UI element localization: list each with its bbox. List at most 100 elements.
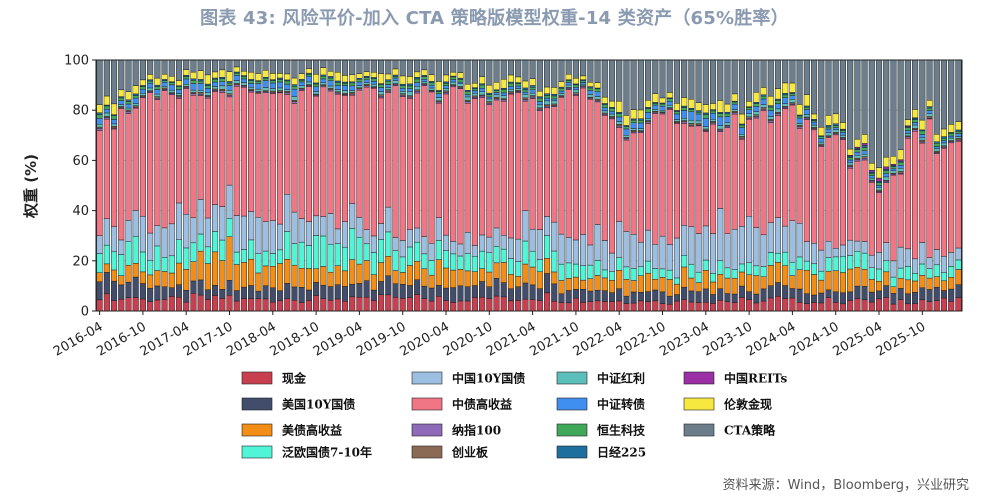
bar-segment	[435, 97, 442, 102]
bar-segment	[890, 286, 897, 294]
bar-segment	[96, 112, 103, 115]
bar-segment	[399, 75, 406, 85]
bar-segment	[154, 299, 161, 312]
bar-segment	[774, 108, 782, 113]
bar-segment	[724, 233, 731, 269]
bar-segment	[276, 92, 284, 225]
bar-segment	[608, 271, 616, 281]
bar-segment	[212, 81, 219, 87]
bar-segment	[435, 296, 442, 312]
bar-segment	[226, 85, 233, 91]
bar-stack	[262, 59, 269, 312]
bar-segment	[226, 218, 233, 237]
bar-segment	[926, 301, 933, 312]
bar-segment	[233, 66, 240, 73]
bar-segment	[940, 147, 947, 257]
bar-segment	[175, 98, 183, 204]
bar-segment	[695, 120, 702, 124]
bar-segment	[147, 74, 154, 80]
bar-segment	[847, 164, 854, 167]
bar-segment	[103, 59, 110, 97]
bar-segment	[291, 77, 298, 85]
bar-segment	[320, 59, 327, 69]
bar-segment	[782, 225, 789, 253]
bar-segment	[796, 115, 803, 119]
bar-segment	[507, 85, 514, 90]
bar-segment	[580, 265, 587, 281]
bar-segment	[378, 84, 385, 88]
bar-stack	[240, 59, 247, 312]
bar-segment	[522, 87, 529, 91]
bar-segment	[464, 103, 471, 233]
bar-segment	[334, 228, 341, 244]
bar-segment	[298, 85, 305, 89]
bar-segment	[428, 243, 435, 261]
bar-stack	[313, 59, 320, 312]
bar-stack	[320, 59, 327, 312]
bar-segment	[515, 88, 522, 91]
bar-segment	[847, 167, 854, 241]
bar-segment	[305, 86, 312, 222]
bar-segment	[861, 153, 868, 157]
bar-segment	[616, 124, 623, 127]
bar-segment	[183, 69, 190, 76]
bar-segment	[637, 119, 644, 124]
bar-segment	[385, 275, 392, 296]
bar-segment	[349, 284, 356, 298]
bar-segment	[147, 87, 154, 91]
bar-segment	[226, 82, 233, 86]
bar-segment	[681, 299, 688, 312]
bar-segment	[421, 69, 428, 76]
bar-segment	[774, 100, 782, 104]
bar-segment	[269, 73, 276, 80]
bar-segment	[406, 85, 413, 89]
bar-segment	[464, 91, 471, 95]
bar-segment	[161, 82, 168, 87]
bar-segment	[183, 76, 190, 80]
bar-segment	[204, 59, 211, 76]
bar-segment	[883, 242, 890, 262]
bar-segment	[897, 168, 904, 172]
bar-segment	[507, 288, 514, 302]
bar-segment	[760, 110, 767, 236]
bar-segment	[471, 59, 478, 84]
bar-segment	[796, 59, 803, 105]
bar-segment	[731, 277, 738, 295]
bar-segment	[818, 270, 825, 281]
bar-segment	[197, 250, 204, 281]
bar-segment	[284, 89, 291, 92]
bar-segment	[890, 166, 897, 170]
bar-segment	[659, 105, 666, 111]
bar-segment	[630, 132, 637, 235]
bar-segment	[486, 59, 493, 86]
bar-segment	[796, 288, 803, 303]
bar-segment	[601, 301, 608, 312]
bar-segment	[291, 103, 298, 213]
bar-segment	[717, 208, 724, 262]
bar-segment	[839, 255, 846, 273]
bar-segment	[507, 93, 514, 239]
bar-segment	[637, 241, 644, 267]
bar-segment	[565, 89, 572, 238]
bar-stack	[276, 59, 284, 312]
bar-segment	[233, 300, 240, 312]
legend-swatch	[241, 423, 273, 437]
bar-segment	[132, 263, 139, 278]
bar-segment	[139, 88, 146, 94]
bar-stack	[544, 59, 551, 312]
bar-segment	[284, 194, 291, 232]
bar-segment	[486, 101, 493, 104]
bar-segment	[847, 159, 854, 164]
bar-segment	[904, 133, 911, 137]
legend-item: 日经225	[556, 445, 646, 460]
bar-stack	[919, 59, 926, 312]
bar-segment	[702, 114, 709, 119]
bar-segment	[96, 253, 103, 273]
bar-segment	[212, 231, 219, 253]
bar-segment	[132, 297, 139, 312]
bar-segment	[608, 301, 616, 312]
bar-segment	[616, 257, 623, 271]
bar-segment	[854, 285, 861, 299]
bar-segment	[435, 217, 442, 241]
